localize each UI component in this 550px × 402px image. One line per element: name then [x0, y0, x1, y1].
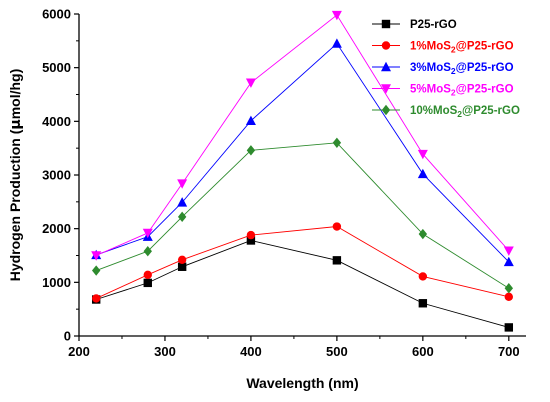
series-line — [96, 142, 510, 289]
y-tick-label: 2000 — [42, 221, 71, 236]
x-tick-label: 500 — [326, 344, 348, 359]
data-point — [91, 251, 102, 261]
data-point — [418, 272, 428, 281]
legend-label: 3%MoS2@P25-rGO — [410, 62, 514, 76]
legend-marker — [381, 104, 391, 116]
legend-marker — [381, 41, 391, 50]
data-point — [504, 283, 514, 294]
y-axis-title-suffix: mol/hg) — [7, 69, 23, 120]
data-point — [504, 292, 514, 302]
x-axis-title: Wavelength (nm) — [246, 375, 358, 391]
data-point — [503, 246, 514, 256]
series-line — [96, 42, 510, 263]
data-point — [504, 323, 514, 332]
legend-label: 1%MoS2@P25-rGO — [410, 41, 514, 55]
legend-marker — [381, 61, 391, 72]
y-tick-label: 1000 — [42, 275, 71, 290]
y-tick-label: 6000 — [42, 7, 71, 22]
data-point — [246, 236, 256, 245]
legend-label: 5%MoS2@P25-rGO — [410, 84, 514, 98]
legend-item: 10%MoS2@P25-rGO — [372, 104, 520, 119]
data-point — [245, 115, 256, 125]
x-tick-label: 300 — [154, 344, 176, 359]
x-tick-label: 700 — [498, 344, 520, 359]
x-tick-label: 600 — [412, 344, 434, 359]
data-point — [245, 78, 256, 88]
legend-item: 1%MoS2@P25-rGO — [372, 41, 514, 55]
data-point — [143, 270, 152, 280]
data-point — [177, 197, 188, 207]
legend-item: P25-rGO — [372, 19, 457, 31]
series-line — [96, 240, 509, 328]
data-point — [417, 149, 428, 160]
y-tick-label: 4000 — [42, 114, 71, 129]
data-point — [143, 246, 152, 257]
data-point — [332, 256, 342, 265]
series-4 — [91, 10, 514, 261]
series-5 — [91, 137, 514, 294]
legend-label: 10%MoS2@P25-rGO — [410, 105, 520, 119]
data-point — [177, 211, 187, 223]
data-point — [246, 145, 256, 156]
series-line — [96, 226, 509, 299]
series-layer — [91, 10, 514, 332]
axes-layer: 200 300 400 500 600 700 0 1000 2000 3000 4000 5000 6… — [42, 7, 526, 359]
legend-item: 5%MoS2@P25-rGO — [372, 84, 514, 98]
data-point — [417, 168, 428, 179]
data-point — [418, 228, 428, 240]
data-point — [177, 255, 187, 264]
legend-marker — [381, 19, 391, 29]
data-point — [142, 228, 153, 239]
legend-marker — [381, 84, 391, 94]
y-tick-label: 3000 — [42, 168, 71, 183]
data-point — [331, 38, 342, 48]
data-point — [177, 262, 187, 271]
y-axis-title-prefix: Hydrogen Production ( — [7, 129, 23, 281]
y-tick-label: 0 — [64, 329, 71, 344]
data-point — [418, 299, 428, 308]
data-point — [177, 179, 188, 189]
legend-item: 3%MoS2@P25-rGO — [372, 61, 514, 76]
series-2 — [91, 222, 514, 303]
data-point — [503, 256, 514, 267]
data-point — [91, 294, 101, 303]
data-point — [246, 230, 256, 240]
legend-label: P25-rGO — [410, 19, 457, 31]
x-tick-label: 400 — [240, 344, 262, 359]
y-axis-title-mu: µ — [8, 119, 24, 129]
data-point — [331, 10, 342, 21]
y-tick-label: 5000 — [42, 60, 71, 75]
legend: P25-rGO 1%MoS2@P25-rGO 3%MoS2@P25-rGO 5%MoS… — [372, 19, 520, 119]
x-tick-label: 200 — [68, 344, 90, 359]
data-point — [143, 278, 152, 288]
data-point — [332, 222, 342, 231]
data-point — [332, 137, 342, 148]
y-axis-title: Hydrogen Production (µmol/hg) — [7, 69, 24, 282]
data-point — [91, 265, 101, 276]
